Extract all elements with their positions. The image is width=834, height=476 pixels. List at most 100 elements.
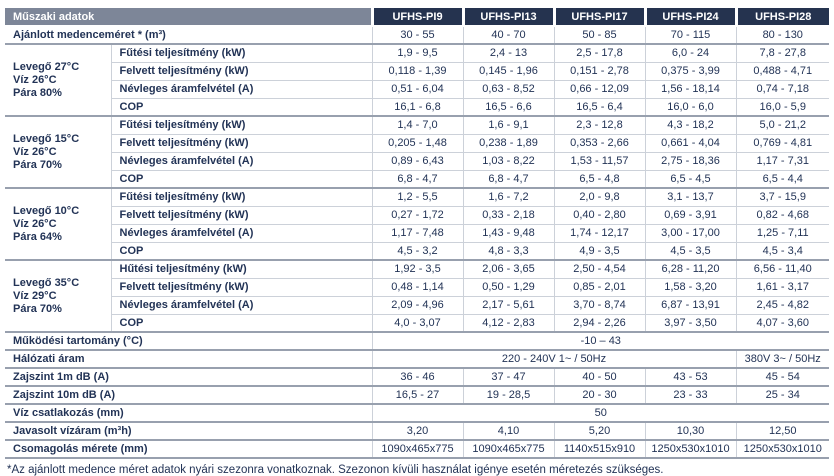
value-cell: 12,50 bbox=[735, 422, 829, 441]
value-cell: 50 - 85 bbox=[553, 26, 645, 45]
value-cell: 6,5 - 4,4 bbox=[735, 170, 829, 189]
spec-table-body: Ajánlott medenceméret * (m³) 30 - 55 40 - … bbox=[5, 26, 829, 459]
value-cell: 4,5 - 3,4 bbox=[735, 242, 829, 261]
value-cell: 2,75 - 18,36 bbox=[644, 152, 736, 171]
value-cell: 6,56 - 11,40 bbox=[735, 260, 829, 279]
row-label: Fűtési teljesítmény (kW) bbox=[110, 116, 372, 135]
value-cell: 0,66 - 12,09 bbox=[553, 80, 645, 99]
value-cell: 2,94 - 2,26 bbox=[553, 314, 645, 333]
value-cell: 1090x465x775 bbox=[462, 440, 554, 459]
value-cell: 16,5 - 6,6 bbox=[462, 98, 554, 117]
row-label: COP bbox=[110, 170, 372, 189]
value-cell: 4,9 - 3,5 bbox=[553, 242, 645, 261]
row-label: Működési tartomány (°C) bbox=[5, 332, 372, 351]
value-cell: 0,33 - 2,18 bbox=[462, 206, 554, 225]
value-cell: 1,6 - 7,2 bbox=[462, 188, 554, 207]
value-cell: 0,661 - 4,04 bbox=[644, 134, 736, 153]
table-title: Műszaki adatok bbox=[5, 8, 374, 27]
value-cell: 0,118 - 1,39 bbox=[371, 62, 463, 81]
value-cell: 220 - 240V 1~ / 50Hz bbox=[371, 350, 736, 369]
value-cell: 40 - 50 bbox=[553, 368, 645, 387]
table-row: Zajszint 10m dB (A) 16,5 - 27 19 - 28,5 20 … bbox=[5, 386, 829, 405]
table-row: COP 4,0 - 3,07 4,12 - 2,83 2,94 - 2,26 3,97 … bbox=[5, 314, 829, 333]
value-cell: 4,12 - 2,83 bbox=[462, 314, 554, 333]
row-label: Névleges áramfelvétel (A) bbox=[110, 152, 372, 171]
header-row: Műszaki adatok UFHS-PI9 UFHS-PI13 UFHS-P… bbox=[5, 8, 829, 27]
table-row: Csomagolás mérete (mm) 1090x465x775 1090x4… bbox=[5, 440, 829, 459]
value-cell: 4,3 - 18,2 bbox=[644, 116, 736, 135]
value-cell: 4,8 - 3,3 bbox=[462, 242, 554, 261]
row-label: Ajánlott medenceméret * (m³) bbox=[5, 26, 372, 45]
value-cell: 45 - 54 bbox=[735, 368, 829, 387]
value-cell: 2,4 - 13 bbox=[462, 44, 554, 63]
value-cell: 3,97 - 3,50 bbox=[644, 314, 736, 333]
column-header-model-1: UFHS-PI9 bbox=[370, 8, 463, 27]
value-cell: 0,145 - 1,96 bbox=[462, 62, 554, 81]
value-cell: 16,0 - 5,9 bbox=[735, 98, 829, 117]
row-label: Fűtési teljesítmény (kW) bbox=[110, 188, 372, 207]
row-label: COP bbox=[110, 314, 372, 333]
value-cell: 2,06 - 3,65 bbox=[462, 260, 554, 279]
table-row: Felvett teljesítmény (kW) 0,48 - 1,14 0,50… bbox=[5, 278, 829, 297]
value-cell: 0,205 - 1,48 bbox=[371, 134, 463, 153]
value-cell: 0,353 - 2,66 bbox=[553, 134, 645, 153]
row-label: Fűtési teljesítmény (kW) bbox=[110, 44, 372, 63]
value-cell: 1,56 - 18,14 bbox=[644, 80, 736, 99]
row-label: Névleges áramfelvétel (A) bbox=[110, 224, 372, 243]
value-cell: 6,0 - 24 bbox=[644, 44, 736, 63]
value-cell: 0,89 - 6,43 bbox=[371, 152, 463, 171]
value-cell: 6,5 - 4,5 bbox=[644, 170, 736, 189]
condition-label: Levegő 35°C Víz 29°C Pára 70% bbox=[5, 260, 112, 333]
table-row: Zajszint 1m dB (A) 36 - 46 37 - 47 40 - 50 4… bbox=[5, 368, 829, 387]
row-label: Névleges áramfelvétel (A) bbox=[110, 296, 372, 315]
value-cell: 20 - 30 bbox=[553, 386, 645, 405]
row-label: Felvett teljesítmény (kW) bbox=[110, 278, 372, 297]
value-cell: 0,63 - 8,52 bbox=[462, 80, 554, 99]
table-row: Névleges áramfelvétel (A) 0,51 - 6,04 0,63… bbox=[5, 80, 829, 99]
value-cell: 43 - 53 bbox=[644, 368, 736, 387]
value-cell: 1,53 - 11,57 bbox=[553, 152, 645, 171]
value-cell: 1,03 - 8,22 bbox=[462, 152, 554, 171]
condition-label: Levegő 10°C Víz 26°C Pára 64% bbox=[5, 188, 112, 261]
row-label: Csomagolás mérete (mm) bbox=[5, 440, 372, 459]
footnote: *Az ajánlott medence méret adatok nyári … bbox=[7, 464, 664, 476]
value-cell: 2,09 - 4,96 bbox=[371, 296, 463, 315]
table-row: Ajánlott medenceméret * (m³) 30 - 55 40 - … bbox=[5, 26, 829, 45]
value-cell: 3,7 - 15,9 bbox=[735, 188, 829, 207]
column-header-model-4: UFHS-PI24 bbox=[643, 8, 736, 27]
row-label: COP bbox=[110, 242, 372, 261]
value-cell: 1250x530x1010 bbox=[735, 440, 829, 459]
value-cell: 1,58 - 3,20 bbox=[644, 278, 736, 297]
value-cell: 1250x530x1010 bbox=[644, 440, 736, 459]
value-cell: 1,4 - 7,0 bbox=[371, 116, 463, 135]
row-label: Felvett teljesítmény (kW) bbox=[110, 206, 372, 225]
table-row: COP 16,1 - 6,8 16,5 - 6,6 16,5 - 6,4 16,0 - … bbox=[5, 98, 829, 117]
value-cell: 0,375 - 3,99 bbox=[644, 62, 736, 81]
condition-label: Levegő 27°C Víz 26°C Pára 80% bbox=[5, 44, 112, 117]
value-cell: 37 - 47 bbox=[462, 368, 554, 387]
table-row: Névleges áramfelvétel (A) 1,17 - 7,48 1,43… bbox=[5, 224, 829, 243]
column-header-model-5: UFHS-PI28 bbox=[734, 8, 829, 27]
table-row: Levegő 15°C Víz 26°C Pára 70% Fűtési telj… bbox=[5, 116, 829, 189]
value-cell: 10,30 bbox=[644, 422, 736, 441]
value-cell: 0,50 - 1,29 bbox=[462, 278, 554, 297]
value-cell: -10 – 43 bbox=[371, 332, 829, 351]
table-row: Levegő 27°C Víz 26°C Pára 80% Fűtési telj… bbox=[5, 44, 829, 117]
row-label: Javasolt vízáram (m³h) bbox=[5, 422, 372, 441]
value-cell: 30 - 55 bbox=[371, 26, 463, 45]
value-cell: 1,9 - 9,5 bbox=[371, 44, 463, 63]
value-cell: 0,40 - 2,80 bbox=[553, 206, 645, 225]
row-label: Hűtési teljesítmény (kW) bbox=[110, 260, 372, 279]
value-cell: 3,70 - 8,74 bbox=[553, 296, 645, 315]
value-cell: 0,238 - 1,89 bbox=[462, 134, 554, 153]
value-cell: 1,2 - 5,5 bbox=[371, 188, 463, 207]
value-cell: 6,8 - 4,7 bbox=[371, 170, 463, 189]
value-cell: 16,5 - 27 bbox=[371, 386, 463, 405]
table-row: Hálózati áram 220 - 240V 1~ / 50Hz 380V 3~… bbox=[5, 350, 829, 369]
row-label: Felvett teljesítmény (kW) bbox=[110, 62, 372, 81]
row-label: Víz csatlakozás (mm) bbox=[5, 404, 372, 423]
table-row: Névleges áramfelvétel (A) 0,89 - 6,43 1,03… bbox=[5, 152, 829, 171]
value-cell: 40 - 70 bbox=[462, 26, 554, 45]
value-cell: 5,0 - 21,2 bbox=[735, 116, 829, 135]
